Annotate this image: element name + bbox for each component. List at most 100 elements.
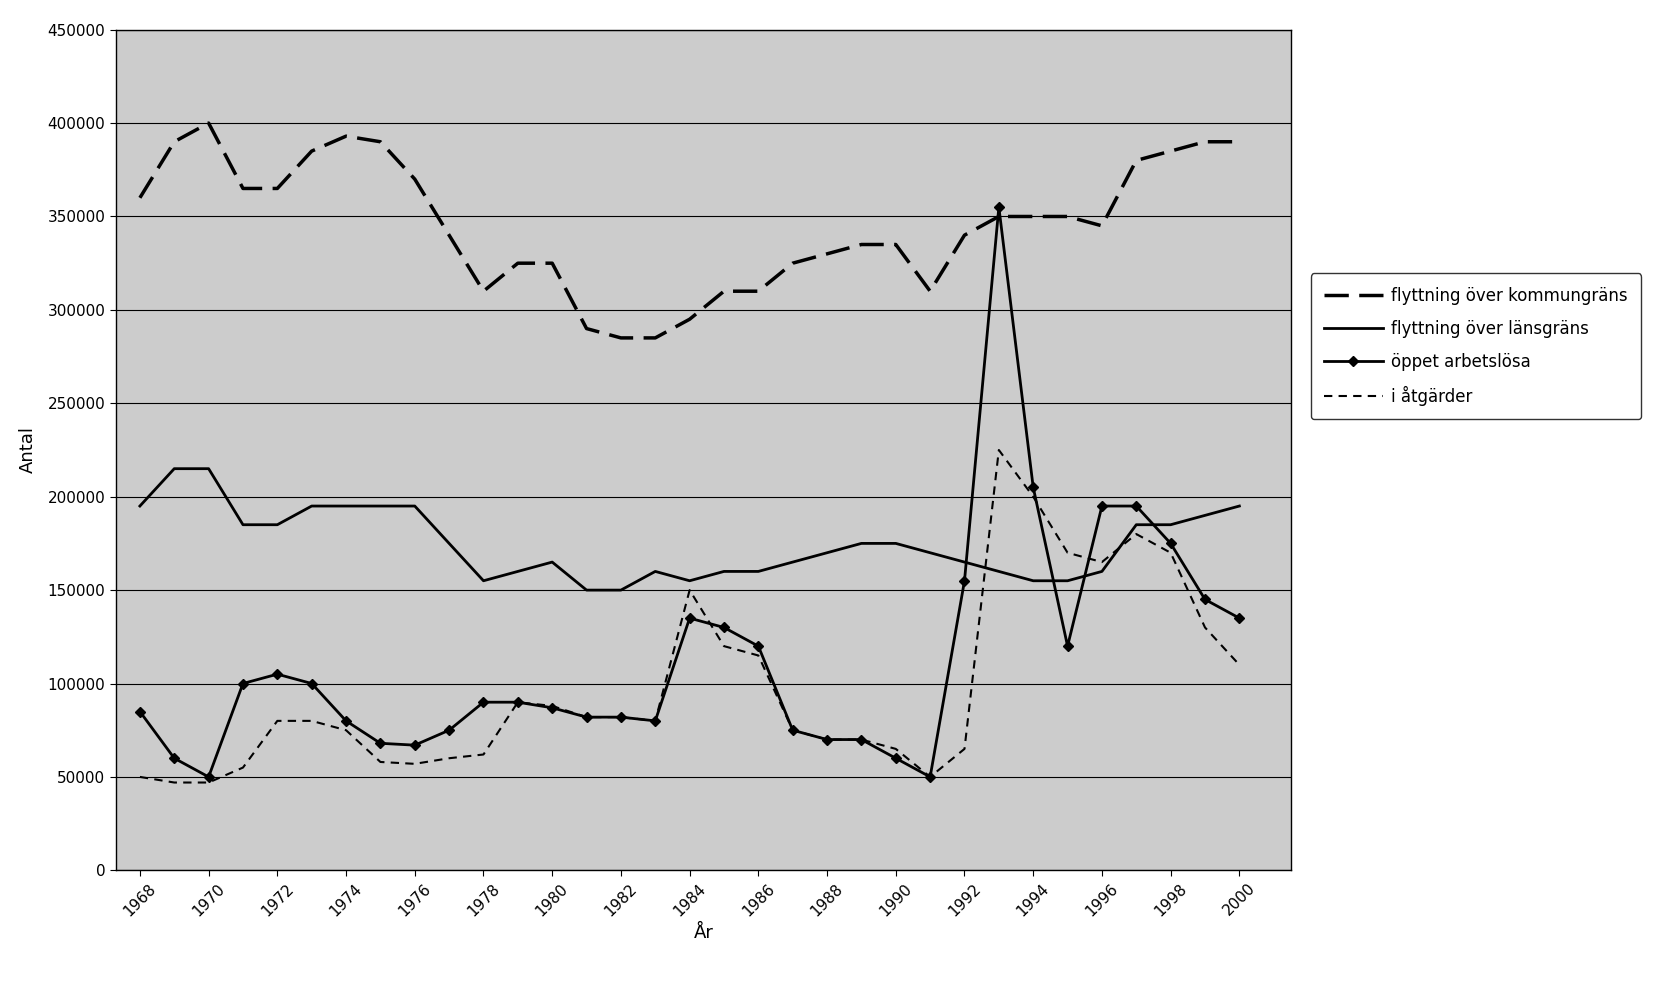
flyttning över länsgräns: [920, 547, 940, 559]
flyttning över kommungräns: [1023, 211, 1043, 223]
öppet arbetslösa: [680, 612, 700, 624]
flyttning över länsgräns: [1023, 575, 1043, 586]
i åtgärder: [199, 776, 218, 788]
i åtgärder: [371, 756, 391, 767]
flyttning över länsgräns: [818, 547, 837, 559]
flyttning över kommungräns: [508, 257, 528, 269]
flyttning över kommungräns: [336, 131, 356, 142]
i åtgärder: [885, 743, 905, 755]
flyttning över kommungräns: [851, 238, 871, 250]
flyttning över kommungräns: [1160, 145, 1180, 157]
flyttning över länsgräns: [301, 500, 321, 512]
flyttning över kommungräns: [955, 229, 975, 241]
i åtgärder: [405, 758, 425, 769]
flyttning över länsgräns: [233, 519, 253, 531]
flyttning över kommungräns: [1195, 135, 1215, 147]
i åtgärder: [508, 696, 528, 708]
öppet arbetslösa: [611, 711, 631, 723]
flyttning över länsgräns: [748, 566, 768, 578]
i åtgärder: [473, 749, 493, 761]
öppet arbetslösa: [508, 696, 528, 708]
flyttning över kommungräns: [405, 173, 425, 185]
flyttning över länsgräns: [1230, 500, 1250, 512]
flyttning över kommungräns: [611, 332, 631, 344]
i åtgärder: [920, 771, 940, 783]
flyttning över kommungräns: [199, 117, 218, 129]
i åtgärder: [783, 724, 803, 736]
öppet arbetslösa: [405, 739, 425, 751]
flyttning över länsgräns: [645, 566, 665, 578]
i åtgärder: [233, 762, 253, 773]
X-axis label: År: År: [693, 925, 713, 943]
i åtgärder: [1092, 556, 1112, 568]
flyttning över länsgräns: [1092, 566, 1112, 578]
flyttning över länsgräns: [405, 500, 425, 512]
öppet arbetslösa: [713, 621, 733, 633]
flyttning över kommungräns: [1058, 211, 1077, 223]
i åtgärder: [1160, 547, 1180, 559]
flyttning över kommungräns: [748, 285, 768, 297]
Y-axis label: Antal: Antal: [18, 426, 36, 474]
öppet arbetslösa: [268, 669, 288, 680]
flyttning över kommungräns: [680, 314, 700, 325]
öppet arbetslösa: [1195, 593, 1215, 605]
i åtgärder: [611, 711, 631, 723]
öppet arbetslösa: [885, 753, 905, 764]
flyttning över länsgräns: [680, 575, 700, 586]
i åtgärder: [336, 724, 356, 736]
öppet arbetslösa: [473, 696, 493, 708]
flyttning över kommungräns: [576, 322, 596, 334]
öppet arbetslösa: [199, 771, 218, 783]
Legend: flyttning över kommungräns, flyttning över länsgräns, öppet arbetslösa, i åtgärd: flyttning över kommungräns, flyttning öv…: [1311, 273, 1642, 419]
flyttning över länsgräns: [543, 556, 563, 568]
flyttning över kommungräns: [1127, 154, 1147, 166]
i åtgärder: [851, 734, 871, 746]
i åtgärder: [301, 715, 321, 727]
i åtgärder: [576, 711, 596, 723]
flyttning över kommungräns: [301, 145, 321, 157]
i åtgärder: [439, 753, 458, 764]
flyttning över länsgräns: [851, 537, 871, 549]
öppet arbetslösa: [131, 705, 151, 717]
i åtgärder: [713, 640, 733, 652]
flyttning över länsgräns: [199, 463, 218, 475]
öppet arbetslösa: [1230, 612, 1250, 624]
öppet arbetslösa: [1058, 640, 1077, 652]
flyttning över kommungräns: [645, 332, 665, 344]
flyttning över kommungräns: [713, 285, 733, 297]
flyttning över kommungräns: [990, 211, 1010, 223]
Line: öppet arbetslösa: öppet arbetslösa: [136, 204, 1243, 780]
i åtgärder: [1195, 621, 1215, 633]
Line: flyttning över kommungräns: flyttning över kommungräns: [141, 123, 1240, 338]
flyttning över länsgräns: [1195, 509, 1215, 521]
flyttning över länsgräns: [611, 584, 631, 596]
öppet arbetslösa: [920, 771, 940, 783]
i åtgärder: [955, 743, 975, 755]
öppet arbetslösa: [955, 575, 975, 586]
flyttning över länsgräns: [131, 500, 151, 512]
öppet arbetslösa: [1160, 537, 1180, 549]
flyttning över länsgräns: [439, 537, 458, 549]
öppet arbetslösa: [645, 715, 665, 727]
i åtgärder: [748, 650, 768, 662]
flyttning över länsgräns: [955, 556, 975, 568]
öppet arbetslösa: [1127, 500, 1147, 512]
flyttning över kommungräns: [818, 248, 837, 260]
öppet arbetslösa: [543, 702, 563, 714]
flyttning över kommungräns: [783, 257, 803, 269]
i åtgärder: [1023, 491, 1043, 502]
i åtgärder: [268, 715, 288, 727]
Line: flyttning över länsgräns: flyttning över länsgräns: [141, 469, 1240, 590]
i åtgärder: [164, 776, 184, 788]
öppet arbetslösa: [851, 734, 871, 746]
flyttning över kommungräns: [131, 192, 151, 204]
öppet arbetslösa: [371, 738, 391, 750]
öppet arbetslösa: [439, 724, 458, 736]
flyttning över kommungräns: [233, 183, 253, 195]
öppet arbetslösa: [1092, 500, 1112, 512]
flyttning över länsgräns: [268, 519, 288, 531]
i åtgärder: [543, 700, 563, 712]
öppet arbetslösa: [783, 724, 803, 736]
öppet arbetslösa: [336, 715, 356, 727]
flyttning över länsgräns: [990, 566, 1010, 578]
